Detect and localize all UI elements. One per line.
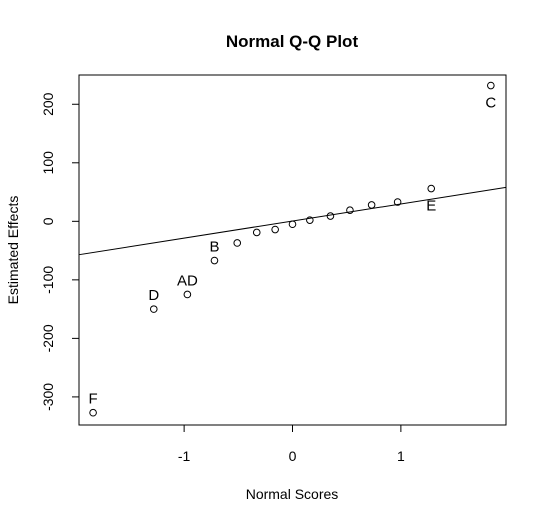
point-labels-layer: F D AD B E C: [89, 95, 497, 408]
chart-title: Normal Q-Q Plot: [226, 32, 359, 51]
point-label: D: [148, 287, 159, 304]
data-point: [306, 216, 314, 224]
y-axis: -300 -200 -100 0 100 200: [40, 92, 79, 411]
data-point: [427, 184, 436, 193]
y-tick-label: -200: [40, 324, 56, 352]
y-tick-label: 200: [40, 92, 56, 116]
data-point: [346, 206, 354, 215]
data-point: [89, 408, 97, 417]
y-tick-label: -300: [40, 383, 56, 411]
data-point: [393, 198, 402, 206]
y-axis-label: Estimated Effects: [5, 196, 21, 305]
data-point: [288, 220, 297, 229]
y-tick-label: 0: [40, 217, 56, 225]
point-label: F: [89, 391, 98, 408]
data-point: [183, 290, 192, 299]
point-label: C: [485, 95, 496, 112]
y-tick-label: 100: [40, 151, 56, 175]
data-point: [487, 81, 495, 90]
points-layer: [89, 81, 495, 417]
x-tick-label: 1: [397, 448, 405, 464]
x-axis-label: Normal Scores: [246, 486, 339, 502]
data-point: [149, 305, 158, 313]
data-point: [210, 256, 219, 265]
x-tick-label: -1: [178, 448, 191, 464]
data-point: [233, 239, 242, 247]
point-label: AD: [177, 272, 198, 289]
data-point: [271, 225, 279, 234]
x-axis: -1 0 1: [178, 425, 405, 464]
y-tick-label: -100: [40, 266, 56, 294]
plot-area-border: [78, 74, 507, 426]
point-label: B: [209, 239, 219, 256]
data-point: [326, 212, 335, 220]
x-tick-label: 0: [289, 448, 297, 464]
data-point: [252, 228, 261, 237]
point-label: E: [426, 198, 436, 215]
data-point: [367, 201, 376, 209]
